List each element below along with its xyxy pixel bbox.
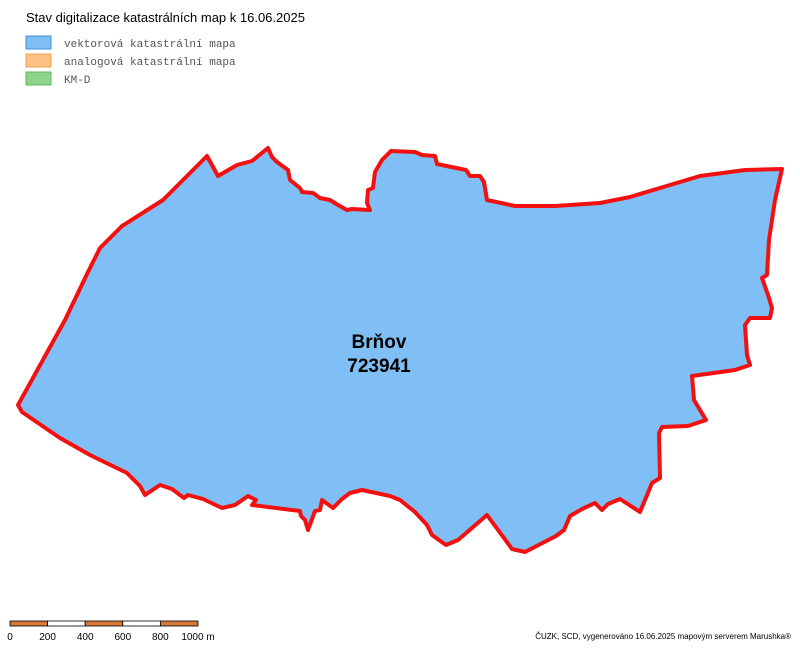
scale-segment [159, 620, 199, 627]
area-code: 723941 [347, 356, 411, 377]
legend-swatch [25, 71, 52, 86]
area-name: Brňov [352, 332, 407, 353]
legend-swatch [25, 53, 52, 68]
scale-label: 200 [39, 632, 56, 643]
legend-label: KM-D [64, 75, 91, 87]
scale-label: 400 [77, 632, 94, 643]
scale-label: 800 [152, 632, 169, 643]
scale-label: 0 [7, 632, 13, 643]
scale-label: 600 [114, 632, 131, 643]
scale-label: 1000 m [181, 632, 214, 643]
scale-segment [84, 620, 124, 627]
scale-segment [122, 620, 161, 627]
legend-swatch [25, 35, 52, 50]
scale-segment [9, 620, 48, 627]
scale-segment [47, 620, 86, 627]
scale-bar [9, 620, 199, 627]
legend-label: vektorová katastrální mapa [64, 39, 236, 51]
credit: ČUZK, SCD, vygenerováno 16.06.2025 mapov… [535, 632, 791, 641]
legend-label: analogová katastrální mapa [64, 57, 236, 69]
title: Stav digitalizace katastrálních map k 16… [26, 10, 305, 25]
cadastral-area [16, 146, 784, 554]
